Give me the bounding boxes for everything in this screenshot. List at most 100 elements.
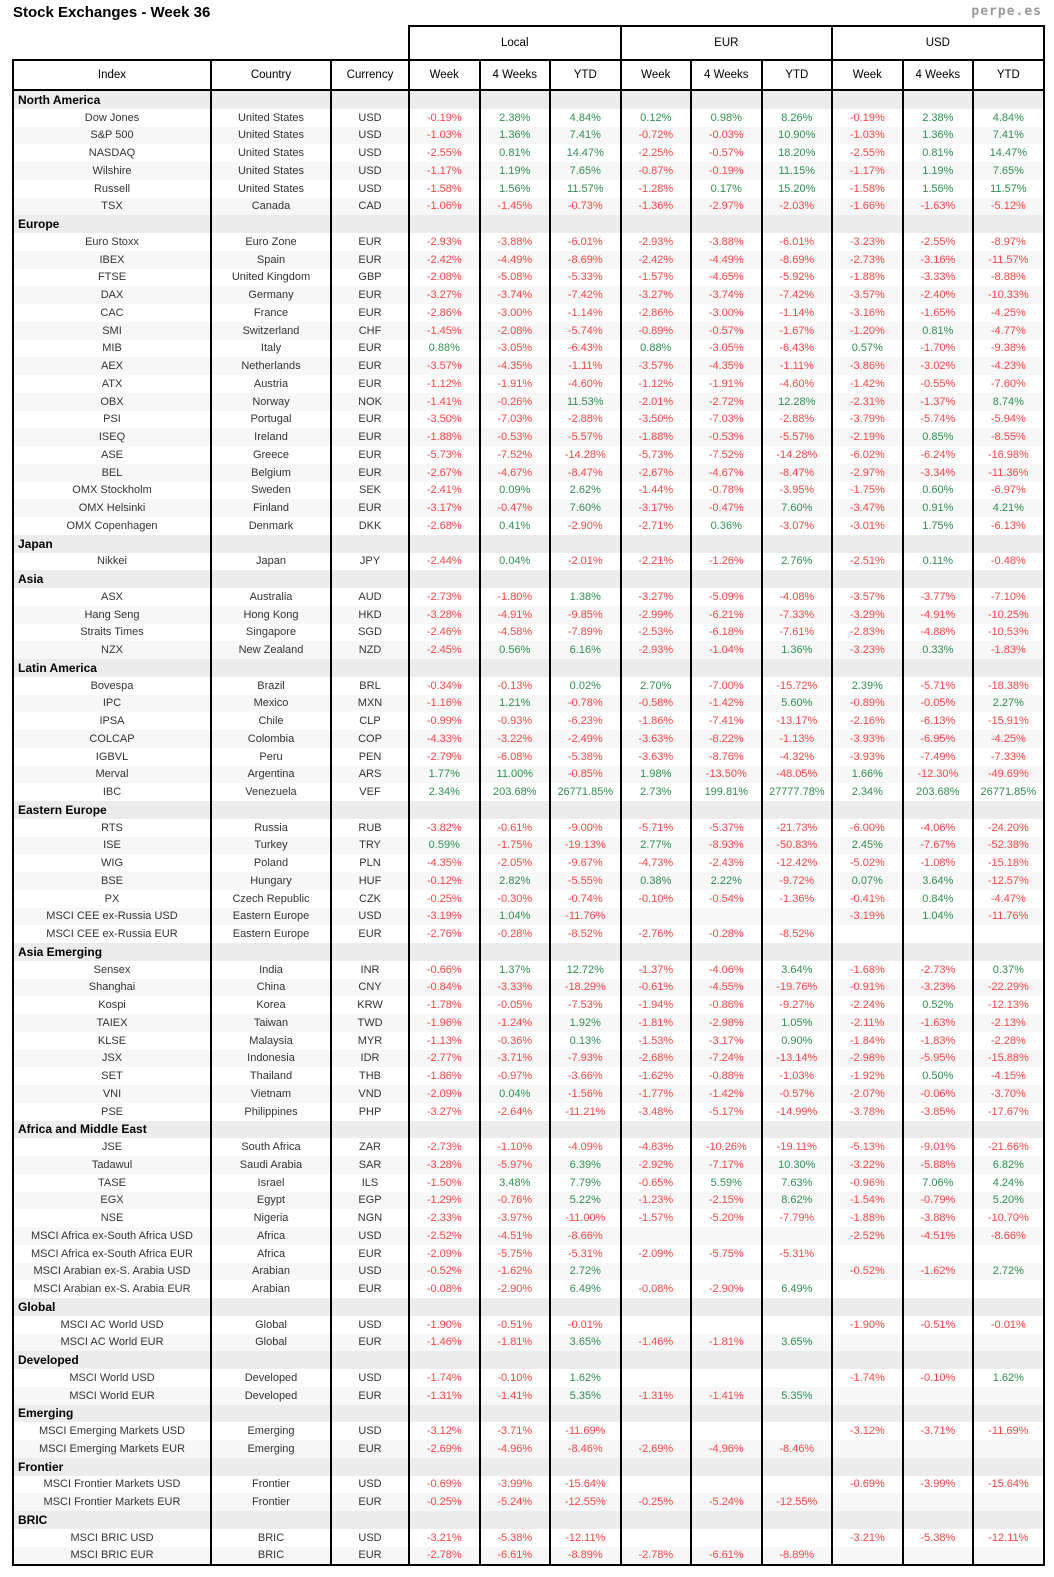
section-fill	[329, 1120, 411, 1139]
section-fill	[831, 215, 904, 233]
value-cell	[972, 1440, 1045, 1458]
country-cell: Germany	[210, 286, 332, 304]
value-cell: 6.16%	[549, 641, 622, 659]
section-fill	[549, 1120, 622, 1139]
value-cell: -8.47%	[760, 463, 834, 482]
value-cell: -3.27%	[408, 286, 481, 304]
currency-cell: SAR	[329, 1156, 411, 1174]
value-cell: 0.11%	[901, 552, 975, 571]
section-fill	[760, 215, 834, 233]
value-cell: -1.41%	[478, 1386, 552, 1405]
value-cell	[901, 1493, 975, 1511]
value-cell: -2.78%	[619, 1546, 693, 1567]
section-fill	[478, 215, 552, 233]
value-cell: -4.49%	[478, 250, 552, 269]
currency-cell: USD	[329, 907, 411, 926]
country-cell: Eastern Europe	[210, 925, 332, 943]
value-cell: -1.63%	[901, 197, 975, 216]
value-cell: -0.01%	[972, 1315, 1045, 1334]
currency-cell: DKK	[329, 517, 411, 535]
section-fill	[690, 1120, 763, 1139]
value-cell: -3.93%	[831, 747, 904, 766]
column-header-row: Index Country Currency Week 4 Weeks YTD …	[12, 59, 1045, 91]
value-cell: -0.97%	[478, 1067, 552, 1085]
value-cell: -4.96%	[478, 1440, 552, 1458]
table-row: MIB Italy EUR 0.88% -3.05% -6.43% 0.88% -3.05% -…	[12, 339, 1045, 358]
value-cell: -5.31%	[760, 1244, 834, 1263]
index-cell: Dow Jones	[12, 108, 212, 127]
country-cell: Thailand	[210, 1067, 332, 1085]
value-cell: 4.24%	[972, 1173, 1045, 1192]
value-cell: -18.38%	[972, 676, 1045, 695]
value-cell: -14.28%	[549, 446, 622, 464]
currency-cell: EUR	[329, 339, 411, 358]
value-cell: -7.52%	[690, 446, 763, 464]
currency-cell: TRY	[329, 836, 411, 855]
country-cell: Portugal	[210, 410, 332, 429]
value-cell: -1.14%	[760, 304, 834, 322]
index-cell: MSCI Africa ex-South Africa EUR	[12, 1244, 212, 1263]
section-fill	[972, 1120, 1045, 1139]
section-fill	[972, 90, 1045, 109]
value-cell: -3.23%	[831, 641, 904, 659]
country-cell: Spain	[210, 250, 332, 269]
index-cell: NASDAQ	[12, 144, 212, 162]
table-row: MSCI Arabian ex-S. Arabia EUR Arabian EUR -…	[12, 1280, 1045, 1298]
value-cell: -3.93%	[831, 730, 904, 748]
value-cell	[690, 907, 763, 926]
section-fill	[619, 90, 693, 109]
value-cell: -0.41%	[831, 889, 904, 908]
currency-cell: CZK	[329, 889, 411, 908]
value-cell: -1.31%	[619, 1386, 693, 1405]
value-cell: -1.41%	[408, 392, 481, 411]
country-cell: Israel	[210, 1173, 332, 1192]
value-cell: 0.09%	[478, 481, 552, 500]
index-cell: TASE	[12, 1173, 212, 1192]
value-cell: -0.57%	[690, 321, 763, 340]
table-row: Straits Times Singapore SGD -2.46% -4.58% -7.…	[12, 623, 1045, 642]
value-cell: -0.26%	[478, 392, 552, 411]
table-row: MSCI CEE ex-Russia USD Eastern Europe USD -…	[12, 907, 1045, 926]
value-cell: -2.21%	[619, 552, 693, 571]
section-fill	[408, 534, 481, 553]
currency-cell: EGP	[329, 1191, 411, 1210]
section-fill	[619, 1404, 693, 1423]
value-cell: -1.14%	[549, 304, 622, 322]
section-row: Global	[12, 1298, 1045, 1316]
value-cell: -2.09%	[408, 1085, 481, 1103]
index-cell: MSCI AC World EUR	[12, 1333, 212, 1352]
currency-cell: JPY	[329, 552, 411, 571]
index-cell: JSX	[12, 1049, 212, 1068]
value-cell: 3.64%	[901, 872, 975, 890]
value-cell: 199.81%	[690, 783, 763, 801]
value-cell: -7.17%	[690, 1156, 763, 1174]
value-cell: -1.16%	[408, 694, 481, 713]
index-cell: NSE	[12, 1209, 212, 1227]
value-cell	[831, 1440, 904, 1458]
value-cell: -1.83%	[972, 641, 1045, 659]
value-cell: -0.73%	[549, 197, 622, 216]
value-cell: -3.57%	[831, 286, 904, 304]
country-cell: Mexico	[210, 694, 332, 713]
section-fill	[760, 90, 834, 109]
value-cell: -0.08%	[408, 1280, 481, 1298]
index-cell: JSE	[12, 1138, 212, 1156]
country-cell: Frontier	[210, 1493, 332, 1511]
currency-cell: USD	[329, 1315, 411, 1334]
section-fill	[478, 1457, 552, 1476]
value-cell: -1.31%	[408, 1386, 481, 1405]
value-cell: -1.74%	[831, 1369, 904, 1387]
section-fill	[478, 534, 552, 553]
value-cell: -1.12%	[619, 375, 693, 393]
value-cell: -2.67%	[619, 463, 693, 482]
value-cell: -4.06%	[690, 960, 763, 979]
section-fill	[831, 943, 904, 961]
value-cell: -52.38%	[972, 836, 1045, 855]
table-row: MSCI BRIC EUR BRIC EUR -2.78% -6.61% -8.89% -2…	[12, 1546, 1045, 1567]
value-cell: 2.45%	[831, 836, 904, 855]
value-cell: -5.75%	[690, 1244, 763, 1263]
country-cell: Russia	[210, 818, 332, 837]
value-cell: -7.03%	[690, 410, 763, 429]
col-header-index: Index	[12, 59, 212, 91]
value-cell: -2.97%	[690, 197, 763, 216]
